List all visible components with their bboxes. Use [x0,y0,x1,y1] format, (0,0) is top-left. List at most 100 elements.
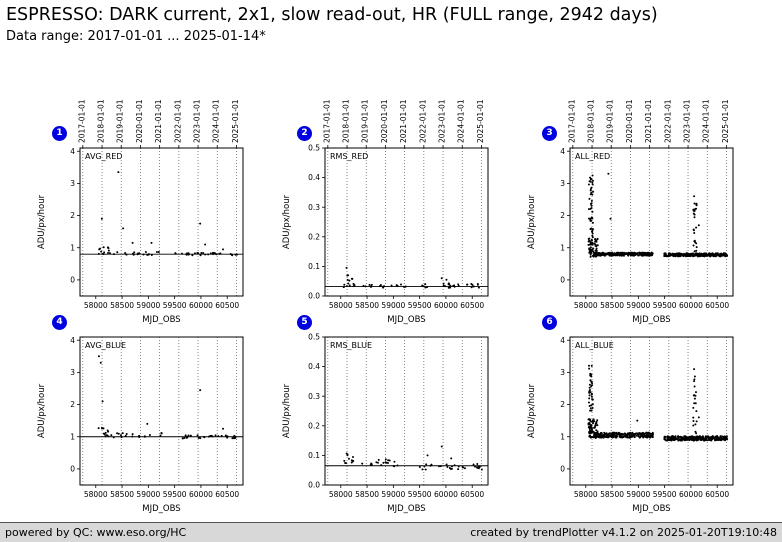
svg-text:ALL_BLUE: ALL_BLUE [575,341,614,350]
svg-text:0.4: 0.4 [308,173,320,182]
svg-text:59500: 59500 [163,301,187,310]
svg-text:60000: 60000 [434,301,458,310]
svg-text:60000: 60000 [434,490,458,499]
svg-text:ADU/px/hour: ADU/px/hour [282,194,292,249]
plots-grid: 1 2017-01-01 2018-01-01 2019-01-01 2020-01-0… [18,78,734,517]
svg-text:0.0: 0.0 [308,292,320,301]
svg-text:4: 4 [70,147,75,156]
panel-number-badge: 5 [297,315,312,330]
svg-text:0.1: 0.1 [308,262,320,271]
svg-text:MJD_OBS: MJD_OBS [142,504,180,514]
svg-text:2: 2 [70,400,75,409]
footer-qc-link: powered by QC: www.eso.org/HC [5,526,187,539]
svg-text:58500: 58500 [600,301,624,310]
svg-text:2017-01-01: 2017-01-01 [77,99,86,143]
svg-text:ALL_RED: ALL_RED [575,152,610,161]
svg-text:2019-01-01: 2019-01-01 [361,99,370,143]
svg-text:2024-01-01: 2024-01-01 [212,99,221,143]
subplot-rms-red: 2 2017-01-01 2018-01-01 2019-01-01 2020-01-0… [263,78,508,328]
svg-text:2023-01-01: 2023-01-01 [683,99,692,143]
svg-text:60000: 60000 [189,490,213,499]
svg-text:2018-01-01: 2018-01-01 [342,99,351,143]
svg-text:2020-01-01: 2020-01-01 [135,99,144,143]
panel-number-badge: 2 [297,126,312,141]
svg-text:58000: 58000 [84,490,108,499]
svg-text:2021-01-01: 2021-01-01 [154,99,163,143]
svg-text:2025-01-01: 2025-01-01 [231,99,240,143]
svg-text:3: 3 [70,368,75,377]
svg-text:2025-01-01: 2025-01-01 [721,99,730,143]
svg-text:ADU/px/hour: ADU/px/hour [527,194,537,249]
svg-text:2021-01-01: 2021-01-01 [644,99,653,143]
svg-text:59500: 59500 [163,490,187,499]
svg-text:59500: 59500 [653,490,677,499]
svg-text:2022-01-01: 2022-01-01 [418,99,427,143]
svg-text:2024-01-01: 2024-01-01 [702,99,711,143]
footer-created-by: created by trendPlotter v4.1.2 on 2025-0… [470,526,777,539]
svg-text:0.5: 0.5 [308,333,320,342]
svg-text:59000: 59000 [381,490,405,499]
svg-text:2019-01-01: 2019-01-01 [606,99,615,143]
svg-text:0: 0 [70,465,75,474]
panel-number-badge: 3 [542,126,557,141]
svg-text:2025-01-01: 2025-01-01 [476,99,485,143]
svg-text:RMS_BLUE: RMS_BLUE [330,341,372,350]
svg-text:2019-01-01: 2019-01-01 [116,99,125,143]
panel-number-badge: 4 [52,315,67,330]
svg-text:58000: 58000 [84,301,108,310]
svg-text:59500: 59500 [408,490,432,499]
svg-text:2020-01-01: 2020-01-01 [380,99,389,143]
svg-text:0.2: 0.2 [308,232,320,241]
svg-text:0.1: 0.1 [308,451,320,460]
panel-number-badge: 6 [542,315,557,330]
svg-text:0: 0 [560,465,565,474]
panel-number-badge: 1 [52,126,67,141]
svg-text:2022-01-01: 2022-01-01 [663,99,672,143]
svg-text:60500: 60500 [215,301,239,310]
svg-text:60000: 60000 [679,490,703,499]
svg-text:MJD_OBS: MJD_OBS [632,504,670,514]
svg-text:58000: 58000 [574,301,598,310]
svg-text:58500: 58500 [110,490,134,499]
svg-text:0.0: 0.0 [308,481,320,490]
svg-text:0.3: 0.3 [308,392,320,401]
status-bar: powered by QC: www.eso.org/HC created by… [0,522,782,542]
svg-text:RMS_RED: RMS_RED [330,152,368,161]
subplot-avg-blue: 4 58000 58500 59000 59500 60000 60500 MJD_OBS 0 1… [18,315,263,517]
svg-text:60000: 60000 [189,301,213,310]
svg-text:58500: 58500 [600,490,624,499]
svg-text:59500: 59500 [653,301,677,310]
svg-text:58000: 58000 [329,301,353,310]
svg-text:4: 4 [560,147,565,156]
svg-text:2020-01-01: 2020-01-01 [625,99,634,143]
svg-text:AVG_RED: AVG_RED [85,152,122,161]
svg-text:60500: 60500 [460,301,484,310]
svg-text:60000: 60000 [679,301,703,310]
svg-text:0: 0 [70,276,75,285]
svg-text:59000: 59000 [626,490,650,499]
svg-text:58500: 58500 [355,490,379,499]
data-range-label: Data range: 2017-01-01 ... 2025-01-14* [6,29,266,44]
svg-text:3: 3 [560,368,565,377]
svg-text:MJD_OBS: MJD_OBS [142,315,180,325]
report-header: ESPRESSO: DARK current, 2x1, slow read-o… [6,4,658,46]
chart-canvas-rms_red: 2017-01-01 2018-01-01 2019-01-01 2020-01-01… [282,99,489,325]
svg-text:0.2: 0.2 [308,421,320,430]
svg-text:59500: 59500 [408,301,432,310]
subplot-rms-blue: 5 58000 58500 59000 59500 60000 60500 MJD_OBS 0.… [263,315,508,517]
svg-text:3: 3 [560,179,565,188]
svg-text:60500: 60500 [215,490,239,499]
svg-text:2017-01-01: 2017-01-01 [567,99,576,143]
svg-text:0.4: 0.4 [308,362,320,371]
svg-text:ADU/px/hour: ADU/px/hour [37,194,47,249]
svg-text:60500: 60500 [705,301,729,310]
svg-text:58500: 58500 [110,301,134,310]
svg-text:2018-01-01: 2018-01-01 [587,99,596,143]
subplot-avg-red: 1 2017-01-01 2018-01-01 2019-01-01 2020-01-0… [18,78,263,328]
svg-text:2022-01-01: 2022-01-01 [173,99,182,143]
svg-text:59000: 59000 [136,490,160,499]
svg-text:2: 2 [70,211,75,220]
svg-text:1: 1 [70,243,75,252]
svg-text:2: 2 [560,211,565,220]
